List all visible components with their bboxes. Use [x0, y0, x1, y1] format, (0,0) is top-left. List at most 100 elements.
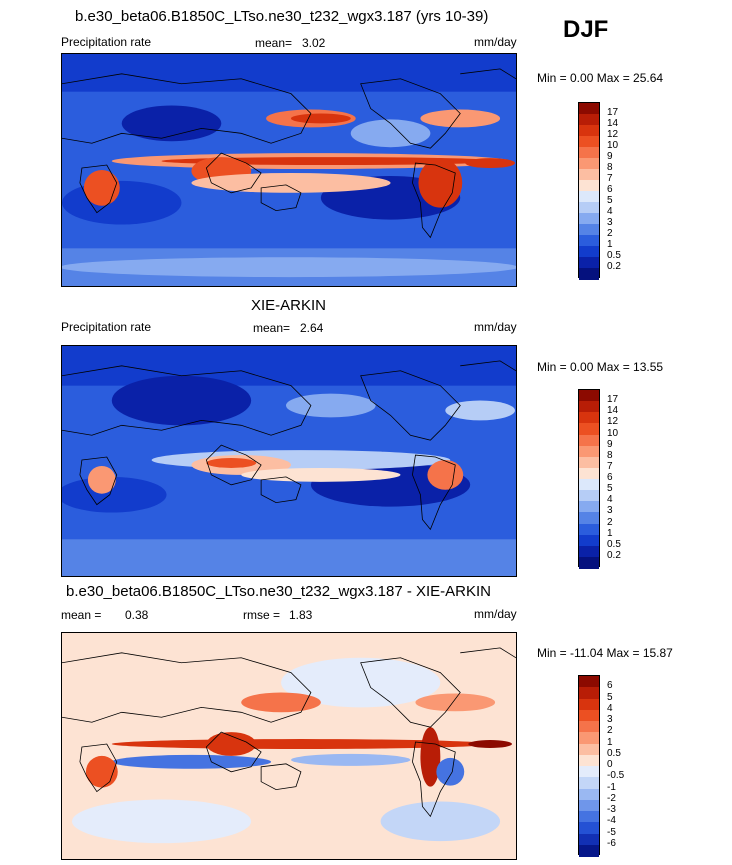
- map-zone: [290, 113, 351, 124]
- colorbar-tick-label: 10: [607, 427, 619, 439]
- colorbar-segment: [579, 687, 599, 699]
- map-zone: [465, 158, 516, 169]
- colorbar-tick-label: 1: [607, 527, 613, 539]
- colorbar-tick-label: 4: [607, 206, 613, 217]
- colorbar-segment: [579, 545, 599, 558]
- colorbar-segment: [579, 777, 599, 789]
- colorbar-segment: [579, 833, 599, 846]
- map-zone: [418, 158, 463, 208]
- mean-value: 0.38: [125, 608, 149, 622]
- map-zone: [121, 105, 222, 142]
- colorbar-segment: [579, 114, 599, 126]
- colorbar: [578, 389, 600, 569]
- map-zone: [350, 119, 431, 148]
- mean-label: mean=: [255, 36, 293, 50]
- colorbar-tick-label: 3: [607, 714, 613, 725]
- map-plot: [61, 632, 517, 860]
- colorbar-segment: [579, 445, 599, 458]
- colorbar-tick-label: 5: [607, 483, 613, 495]
- colorbar-tick-label: 0: [607, 759, 613, 770]
- colorbar-tick-label: -2: [607, 792, 616, 804]
- colorbar-tick-label: 17: [607, 394, 619, 406]
- colorbar-segment: [579, 180, 599, 192]
- colorbar-segment: [579, 213, 599, 225]
- units-label: mm/day: [474, 35, 517, 49]
- panel-title: b.e30_beta06.B1850C_LTso.ne30_t232_wgx3.…: [75, 8, 489, 25]
- map-zone: [62, 346, 516, 386]
- colorbar-tick-label: 8: [607, 162, 613, 173]
- coastline: [460, 647, 516, 659]
- coastline: [205, 731, 262, 773]
- colorbar-tick-label: 5: [607, 691, 613, 703]
- colorbar-tick-label: 2: [607, 228, 613, 239]
- colorbar-segment: [579, 788, 599, 801]
- colorbar-segment: [579, 136, 599, 148]
- colorbar-tick-label: 1: [607, 239, 613, 250]
- colorbar-tick-label: 4: [607, 702, 613, 714]
- map-zone: [85, 755, 118, 788]
- map-zone: [111, 754, 272, 769]
- colorbar-segment: [579, 799, 599, 812]
- map-zone: [286, 393, 376, 418]
- variable-label: Precipitation rate: [61, 35, 152, 49]
- colorbar-segment: [579, 698, 599, 711]
- colorbar-segment: [579, 235, 599, 247]
- variable-label: Precipitation rate: [61, 320, 152, 334]
- colorbar-tick-label: 2: [607, 725, 613, 737]
- mean-label: mean =: [61, 608, 102, 622]
- colorbar-segment: [579, 512, 599, 524]
- coastline: [260, 184, 302, 212]
- colorbar-tick-label: 0.2: [607, 261, 621, 272]
- colorbar-segment: [579, 103, 599, 115]
- min-max-label: Min = 0.00 Max = 13.55: [537, 360, 664, 374]
- map-zone: [62, 54, 516, 92]
- colorbar-segment: [579, 412, 599, 424]
- colorbar-tick-label: 10: [607, 140, 619, 151]
- map-zone: [241, 467, 401, 482]
- coastline: [412, 454, 456, 531]
- colorbar-segment: [579, 822, 599, 834]
- units-label: mm/day: [474, 607, 517, 621]
- colorbar-segment: [579, 202, 599, 214]
- colorbar-tick-label: 4: [607, 494, 613, 506]
- colorbar-segment: [579, 676, 599, 688]
- map-zone: [420, 727, 441, 787]
- map-zone: [445, 400, 516, 421]
- map-zone: [468, 740, 513, 748]
- colorbar-segment: [579, 169, 599, 181]
- colorbar-segment: [579, 467, 599, 480]
- coastline: [360, 78, 461, 149]
- map-zone: [62, 257, 516, 278]
- mean-label: mean=: [253, 321, 291, 335]
- map-zone: [436, 757, 465, 786]
- coastline: [205, 444, 262, 486]
- colorbar-segment: [579, 125, 599, 137]
- colorbar: [578, 102, 600, 280]
- colorbar-segment: [579, 844, 599, 857]
- colorbar-segment: [579, 479, 599, 491]
- colorbar-tick-label: 7: [607, 460, 613, 472]
- precip-map-obs: [62, 346, 516, 576]
- colorbar-segment: [579, 709, 599, 722]
- map-zone: [380, 801, 501, 842]
- coastline: [79, 743, 118, 793]
- colorbar-segment: [579, 743, 599, 756]
- colorbar-segment: [579, 501, 599, 513]
- colorbar-segment: [579, 257, 599, 269]
- colorbar-tick-label: 12: [607, 129, 619, 140]
- map-zone: [62, 539, 516, 576]
- colorbar-tick-label: 5: [607, 195, 613, 206]
- panel-title: b.e30_beta06.B1850C_LTso.ne30_t232_wgx3.…: [66, 583, 492, 600]
- coastline: [62, 652, 312, 723]
- colorbar-tick-label: 0.5: [607, 747, 621, 759]
- colorbar-segment: [579, 456, 599, 469]
- colorbar-segment: [579, 534, 599, 547]
- colorbar-tick-label: 12: [607, 416, 619, 428]
- colorbar-tick-label: -6: [607, 837, 616, 849]
- colorbar-segment: [579, 224, 599, 236]
- colorbar-segment: [579, 268, 599, 280]
- colorbar-segment: [579, 766, 599, 778]
- colorbar-tick-label: 9: [607, 151, 613, 162]
- colorbar-tick-label: 17: [607, 107, 619, 118]
- map-zone: [206, 458, 257, 468]
